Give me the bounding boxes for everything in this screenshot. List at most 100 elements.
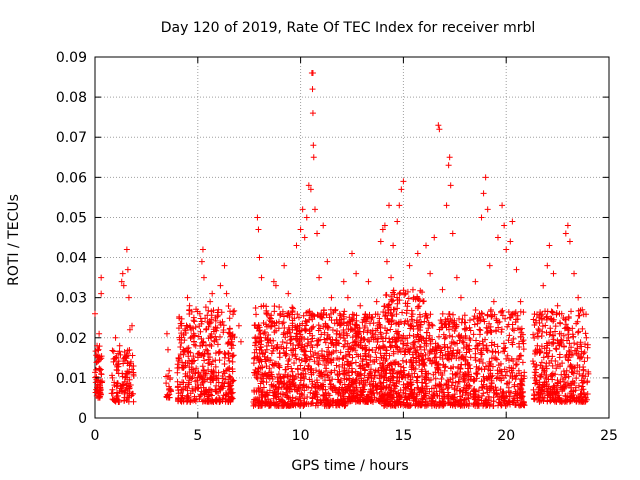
- data-point: [268, 369, 275, 376]
- data-point: [92, 348, 99, 355]
- data-point: [192, 398, 199, 405]
- data-point: [215, 350, 222, 357]
- data-point: [230, 377, 237, 384]
- data-point: [574, 329, 581, 336]
- data-point: [269, 376, 276, 383]
- data-point: [302, 358, 309, 365]
- data-points: [92, 70, 592, 409]
- data-point: [451, 394, 458, 401]
- data-point: [130, 372, 137, 379]
- data-point: [333, 362, 340, 369]
- data-point: [482, 336, 488, 343]
- plot-frame: [94, 56, 610, 419]
- data-point: [538, 315, 545, 322]
- data-point: [365, 393, 372, 400]
- data-point: [456, 337, 463, 344]
- data-point: [369, 314, 376, 321]
- data-point: [388, 274, 395, 281]
- data-point: [540, 354, 547, 361]
- data-point: [517, 298, 524, 305]
- data-point: [261, 329, 268, 336]
- data-point: [409, 389, 416, 396]
- data-point: [340, 326, 347, 333]
- data-point: [487, 308, 494, 315]
- data-point: [369, 330, 376, 337]
- x-tick-label: 15: [394, 428, 412, 444]
- data-point: [476, 331, 483, 338]
- data-point: [346, 314, 353, 321]
- data-point: [539, 323, 546, 330]
- data-point: [113, 354, 120, 361]
- data-point: [474, 341, 481, 348]
- data-point: [115, 358, 122, 365]
- data-point: [205, 356, 212, 363]
- data-point: [310, 154, 317, 161]
- data-point: [321, 329, 328, 336]
- data-point: [263, 311, 270, 318]
- data-point: [519, 398, 526, 405]
- data-point: [348, 360, 355, 367]
- data-point: [577, 398, 584, 405]
- y-axis-label: ROTI / TECUs: [6, 194, 22, 286]
- data-point: [544, 313, 551, 320]
- data-point: [519, 393, 526, 400]
- data-point: [514, 312, 521, 319]
- data-point: [448, 350, 455, 357]
- data-point: [267, 357, 274, 364]
- data-point: [500, 397, 507, 404]
- data-point: [302, 370, 309, 377]
- data-point: [518, 325, 525, 332]
- data-point: [130, 362, 137, 369]
- data-point: [275, 393, 282, 400]
- data-point: [417, 314, 424, 321]
- data-point: [380, 392, 387, 399]
- data-point: [582, 330, 589, 337]
- data-point: [346, 375, 353, 382]
- data-point: [337, 379, 344, 386]
- data-point: [387, 310, 394, 317]
- data-point: [471, 321, 478, 328]
- data-point: [187, 390, 194, 397]
- data-point: [93, 366, 100, 373]
- data-point: [473, 363, 480, 370]
- data-point: [466, 342, 473, 349]
- data-point: [198, 335, 205, 342]
- data-point: [546, 242, 553, 249]
- data-point: [319, 386, 326, 393]
- data-point: [205, 323, 212, 330]
- data-point: [178, 315, 185, 322]
- data-point: [583, 311, 590, 318]
- data-point: [577, 339, 584, 346]
- data-point: [573, 375, 580, 382]
- data-point: [418, 334, 425, 341]
- data-point: [178, 395, 185, 402]
- data-point: [280, 331, 287, 338]
- data-point: [448, 382, 455, 389]
- data-point: [256, 398, 263, 405]
- data-point: [564, 396, 571, 403]
- data-point: [175, 390, 182, 397]
- data-point: [567, 362, 574, 369]
- data-point: [562, 321, 569, 328]
- data-point: [118, 278, 125, 285]
- data-point: [200, 274, 207, 281]
- data-point: [381, 303, 388, 310]
- data-point: [112, 355, 119, 362]
- data-point: [126, 388, 133, 395]
- data-point: [409, 318, 416, 325]
- data-point: [353, 270, 360, 277]
- data-point: [505, 389, 512, 396]
- data-point: [541, 368, 548, 375]
- data-point: [493, 328, 500, 335]
- data-point: [330, 349, 337, 356]
- data-point: [180, 346, 187, 353]
- data-point: [479, 359, 486, 366]
- data-point: [552, 357, 559, 364]
- data-point: [381, 222, 388, 229]
- data-point: [347, 320, 354, 327]
- data-point: [201, 376, 208, 383]
- data-point: [470, 331, 477, 338]
- data-point: [575, 312, 582, 319]
- chart-title: Day 120 of 2019, Rate Of TEC Index for r…: [161, 20, 536, 36]
- data-point: [459, 392, 466, 399]
